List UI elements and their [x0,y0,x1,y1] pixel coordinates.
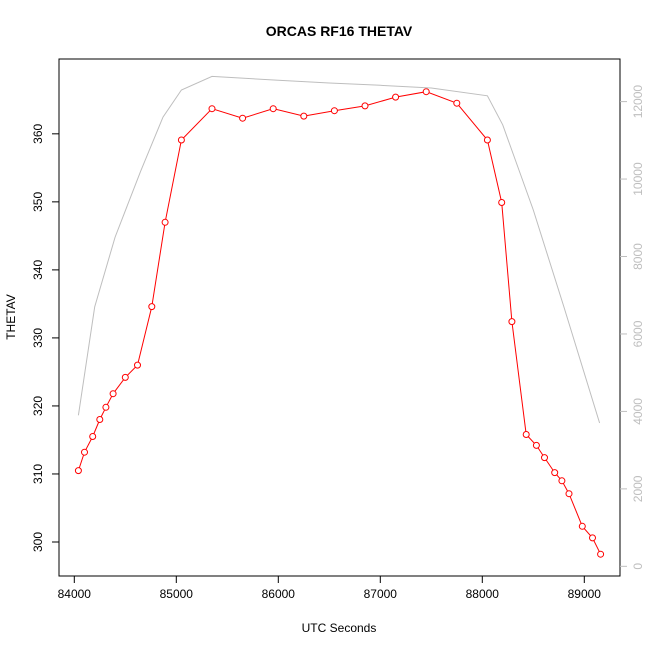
series-0-point-17 [392,93,400,101]
series-layer [74,75,605,558]
series-0-point-14 [300,112,308,120]
series-0-point-26 [551,469,559,477]
series-0-point-1 [81,448,88,456]
y2-tick-label-1: 2000 [631,475,645,502]
x-tick-label-0: 84000 [58,587,92,601]
series-0-point-20 [483,136,491,144]
series-0-point-10 [177,136,185,144]
x-tick-label-5: 89000 [568,587,602,601]
y2-tick-label-6: 12000 [631,85,645,119]
series-0-point-3 [96,416,104,423]
series-0-point-11 [208,105,216,113]
series-0-point-19 [453,99,461,107]
y2-tick-label-2: 4000 [631,398,645,425]
series-0-point-12 [239,114,247,122]
series-0-point-23 [522,431,530,438]
x-axis-label: UTC Seconds [302,621,377,635]
series-0-point-2 [89,433,97,440]
series-0-point-6 [121,373,129,381]
y-tick-label-1: 310 [31,464,45,484]
plot-frame [58,58,621,577]
series-0-point-27 [558,477,566,485]
y2-tick-label-0: 0 [631,563,645,570]
y-tick-label-6: 360 [31,123,45,143]
series-0-point-31 [597,550,605,558]
series-line-1 [77,75,601,424]
x-tick-label-2: 86000 [262,587,296,601]
series-0-point-29 [578,522,586,530]
y-tick-label-4: 340 [31,260,45,280]
series-0-point-13 [269,105,277,113]
series-0-point-24 [532,441,540,449]
y-tick-label-5: 350 [31,192,45,212]
chart-title: ORCAS RF16 THETAV [266,23,413,39]
series-0-point-15 [330,107,338,115]
axes-layer: 84000 85000 86000 87000 88000 89000 300 310 320 3… [31,85,645,601]
series-0-point-0 [74,467,82,475]
y-tick-label-3: 330 [31,328,45,348]
series-0-point-7 [134,361,141,369]
series-0-point-30 [589,534,596,542]
y2-tick-label-5: 10000 [631,162,645,196]
series-0-point-9 [161,218,169,226]
series-0-point-16 [361,102,369,110]
x-tick-label-4: 88000 [466,587,500,601]
x-tick-label-3: 87000 [364,587,398,601]
y-tick-label-2: 320 [31,396,45,416]
series-0-point-18 [422,88,430,96]
series-0-point-8 [148,303,156,311]
series-0-point-4 [102,403,110,411]
series-0-point-28 [565,490,573,498]
series-0-point-5 [109,390,117,398]
series-0-point-25 [541,454,548,462]
y2-tick-label-4: 8000 [631,243,645,270]
y-axis-label: THETAV [4,294,18,340]
series-0-point-22 [508,318,516,326]
y-tick-label-0: 300 [31,532,45,552]
series-0-point-21 [498,199,506,206]
x-tick-label-1: 85000 [160,587,194,601]
y2-tick-label-3: 6000 [631,320,645,347]
